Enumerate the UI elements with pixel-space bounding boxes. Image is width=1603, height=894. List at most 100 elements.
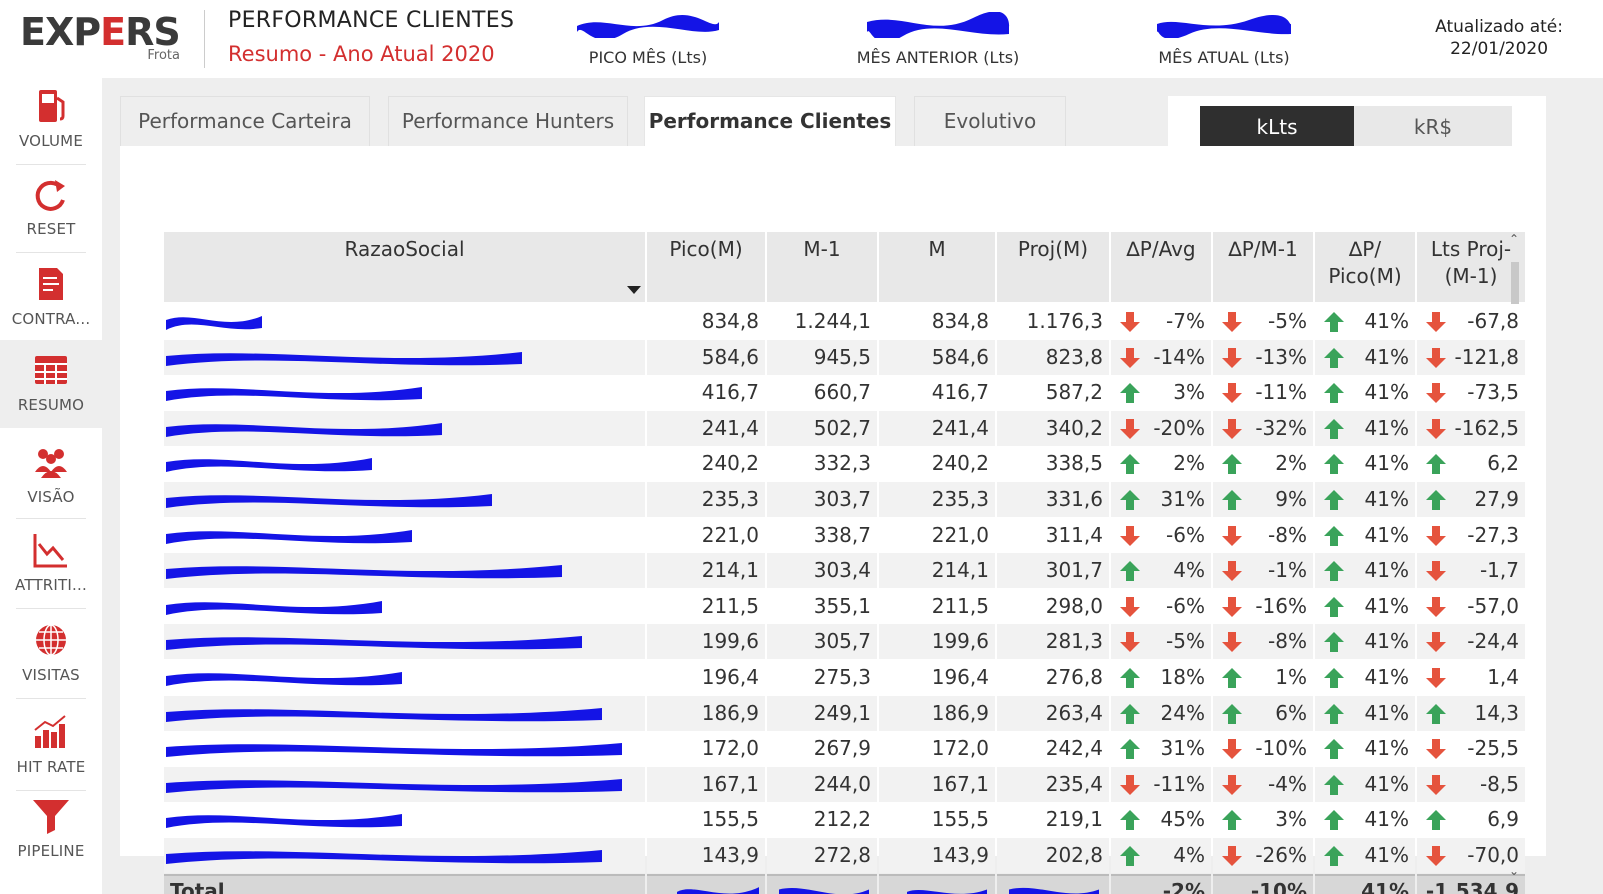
- sidebar-item-hit-rate[interactable]: HIT RATE: [0, 712, 102, 790]
- cell-m: 214,1: [879, 553, 995, 589]
- kpi-value-redacted: [1149, 10, 1299, 38]
- cell-v2: -10%: [1213, 731, 1313, 766]
- table-row[interactable]: 241,4 502,7 241,4 340,2 -20% -32% 41% -162,5: [164, 410, 1526, 446]
- sidebar-item-contratos[interactable]: CONTRA...: [0, 264, 102, 342]
- arrow-up-icon: [1120, 739, 1140, 760]
- table-row[interactable]: 235,3 303,7 235,3 331,6 31% 9% 41% 27,9: [164, 482, 1526, 517]
- arrow-down-icon: [1426, 347, 1446, 368]
- sidebar-item-reset[interactable]: RESET: [0, 174, 102, 252]
- sidebar-item-volume[interactable]: VOLUME: [0, 86, 102, 164]
- redaction-scribble: [166, 600, 382, 615]
- sidebar-item-visitas[interactable]: VISITAS: [0, 620, 102, 698]
- cell-v3: 41%: [1315, 589, 1415, 624]
- toggle-krs-button[interactable]: kR$: [1354, 106, 1512, 148]
- table-row[interactable]: 834,8 1.244,1 834,8 1.176,3 -7% -5% 41% -67,8: [164, 304, 1526, 339]
- cell-v4: -70,0: [1417, 838, 1525, 873]
- cell-v3: 41%: [1315, 446, 1415, 481]
- table-row[interactable]: 172,0 267,9 172,0 242,4 31% -10% 41% -25,5: [164, 731, 1526, 766]
- tab-performance-carteira[interactable]: Performance Carteira: [120, 96, 370, 148]
- cell-proj: 338,5: [1045, 451, 1103, 476]
- column-header-proj[interactable]: Proj(M): [997, 232, 1109, 302]
- cell-m: 241,4: [879, 410, 995, 446]
- table-row[interactable]: 186,9 249,1 186,9 263,4 24% 6% 41% 14,3: [164, 695, 1526, 731]
- cell-v2: -26%: [1213, 838, 1313, 873]
- table-row[interactable]: 167,1 244,0 167,1 235,4 -11% -4% 41% -8,5: [164, 766, 1526, 802]
- scroll-down-icon[interactable]: ⌄: [1509, 864, 1520, 878]
- content-area: RazaoSocial Pico(M) M-1 M Proj(M) ∆P/Avg…: [120, 146, 1546, 894]
- cell-v4: 1,4: [1417, 660, 1525, 695]
- cell-v2: -1%: [1213, 553, 1313, 589]
- cell-m1: 945,5: [767, 339, 877, 375]
- column-header-razaosocial[interactable]: RazaoSocial: [164, 232, 645, 302]
- table-row[interactable]: 199,6 305,7 199,6 281,3 -5% -8% 41% -24,4: [164, 624, 1526, 660]
- column-header-lts-proj[interactable]: Lts Proj- (M-1): [1417, 232, 1525, 302]
- cell-proj: 235,4: [997, 766, 1109, 802]
- column-header-dp-avg[interactable]: ∆P/Avg: [1111, 232, 1211, 302]
- cell-m1: 305,7: [767, 624, 877, 660]
- arrow-down-icon: [1426, 774, 1446, 795]
- sidebar-item-attrition[interactable]: ATTRITI...: [0, 530, 102, 608]
- arrow-down-icon: [1426, 632, 1446, 653]
- toggle-klts-button[interactable]: kLts: [1200, 106, 1354, 148]
- table-row[interactable]: 211,5 355,1 211,5 298,0 -6% -16% 41% -57,0: [164, 589, 1526, 624]
- column-header-dp-pico[interactable]: ∆P/Pico(M): [1315, 232, 1415, 302]
- cell-v4: 27,9: [1417, 482, 1525, 517]
- column-header-m1[interactable]: M-1: [767, 232, 877, 302]
- table-row[interactable]: 584,6 945,5 584,6 823,8 -14% -13% 41% -121,8: [164, 339, 1526, 375]
- scroll-up-icon[interactable]: ⌃: [1509, 232, 1520, 246]
- sidebar-item-resumo[interactable]: RESUMO: [0, 340, 102, 428]
- arrow-up-icon: [1324, 312, 1344, 332]
- cell-v1: 18%: [1111, 660, 1211, 695]
- table-row[interactable]: 196,4 275,3 196,4 276,8 18% 1% 41% 1,4: [164, 660, 1526, 695]
- redaction-scribble: [166, 707, 602, 722]
- table-row[interactable]: 143,9 272,8 143,9 202,8 4% -26% 41% -70,0: [164, 838, 1526, 873]
- arrow-up-icon: [1324, 668, 1344, 688]
- tab-evolutivo[interactable]: Evolutivo: [914, 96, 1066, 148]
- header: EXPERS Frota PERFORMANCE CLIENTES Resumo…: [0, 0, 1603, 78]
- cell-v4: -27,3: [1417, 518, 1525, 553]
- tab-performance-hunters[interactable]: Performance Hunters: [388, 96, 628, 148]
- tab-performance-clientes[interactable]: Performance Clientes: [644, 96, 896, 150]
- fuel-pump-icon: [39, 90, 65, 122]
- redaction-scribble: [166, 494, 492, 508]
- cell-m1: 272,8: [767, 838, 877, 873]
- cell-m: 221,0: [931, 522, 989, 547]
- cell-v3: 41%: [1315, 375, 1415, 410]
- cell-razaosocial-redacted: [164, 482, 645, 517]
- cell-proj: 823,8: [997, 339, 1109, 375]
- column-header-pico[interactable]: Pico(M): [647, 232, 765, 302]
- cell-v3: 41%: [1315, 766, 1415, 802]
- cell-m: 155,5: [931, 807, 989, 832]
- table-row[interactable]: 221,0 338,7 221,0 311,4 -6% -8% 41% -27,3: [164, 518, 1526, 553]
- arrow-up-icon: [1426, 703, 1446, 724]
- redaction-scribble: [166, 636, 582, 651]
- arrow-down-icon: [1222, 383, 1242, 404]
- table-scrollbar[interactable]: ⌃ ⌄: [1508, 232, 1522, 880]
- cell-m1: 267,9: [813, 736, 871, 761]
- kpi-value-redacted: [573, 10, 723, 38]
- sort-desc-icon[interactable]: [627, 286, 641, 294]
- cell-razaosocial-redacted: [164, 553, 645, 589]
- sidebar-item-pipeline[interactable]: PIPELINE: [0, 796, 102, 876]
- cell-v1: -6%: [1111, 589, 1211, 624]
- cell-v3: 41%: [1315, 339, 1415, 375]
- column-header-m[interactable]: M: [879, 232, 995, 302]
- arrow-down-icon: [1120, 347, 1140, 368]
- table-row[interactable]: 214,1 303,4 214,1 301,7 4% -1% 41% -1,7: [164, 553, 1526, 589]
- cell-v2: 3%: [1213, 802, 1313, 837]
- column-header-dp-m1[interactable]: ∆P/M-1: [1213, 232, 1313, 302]
- arrow-up-icon: [1120, 490, 1140, 510]
- sidebar-separator: [16, 252, 86, 253]
- table-row[interactable]: 155,5 212,2 155,5 219,1 45% 3% 41% 6,9: [164, 802, 1526, 837]
- logo: EXPERS Frota: [20, 10, 190, 66]
- arrow-up-icon: [1324, 561, 1344, 582]
- sidebar-item-visao[interactable]: VISÃO: [0, 442, 102, 520]
- scroll-thumb[interactable]: [1511, 262, 1519, 304]
- cell-proj: 202,8: [997, 838, 1109, 873]
- cell-proj: 298,0: [1045, 593, 1103, 618]
- table-row[interactable]: 240,2 332,3 240,2 338,5 2% 2% 41% 6,2: [164, 446, 1526, 481]
- cell-v3: 41%: [1315, 731, 1415, 766]
- table-row[interactable]: 416,7 660,7 416,7 587,2 3% -11% 41% -73,5: [164, 375, 1526, 410]
- arrow-up-icon: [1324, 632, 1344, 653]
- cell-v3: 41%: [1315, 838, 1415, 873]
